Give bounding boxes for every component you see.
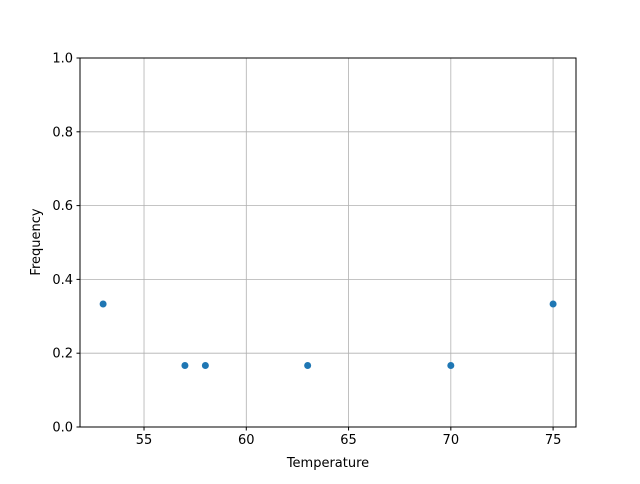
data-point [201,361,209,369]
grid [80,57,576,428]
data-point [304,361,312,369]
x-axis-label: Temperature [286,456,369,471]
data-point [447,361,455,369]
y-tick-label: 0.2 [52,347,73,362]
x-tick-label: 60 [238,433,255,448]
data-point [181,361,189,369]
data-point [549,300,557,308]
y-tick-label: 1.0 [52,52,73,67]
x-tick-label: 65 [340,433,357,448]
x-axis-ticks: 55 60 65 70 75 [136,427,562,448]
y-tick-label: 0.6 [52,199,73,214]
y-tick-label: 0.4 [52,273,73,288]
data-points [99,300,557,369]
y-axis-label: Frequency [29,208,44,275]
data-point [99,300,107,308]
x-tick-label: 55 [136,433,153,448]
y-tick-label: 0.0 [52,421,73,436]
y-tick-label: 0.8 [52,125,73,140]
x-tick-label: 75 [545,433,562,448]
y-axis-ticks: 0.0 0.2 0.4 0.6 0.8 1.0 [52,52,80,436]
plot-frame [79,57,577,428]
x-tick-label: 70 [443,433,460,448]
